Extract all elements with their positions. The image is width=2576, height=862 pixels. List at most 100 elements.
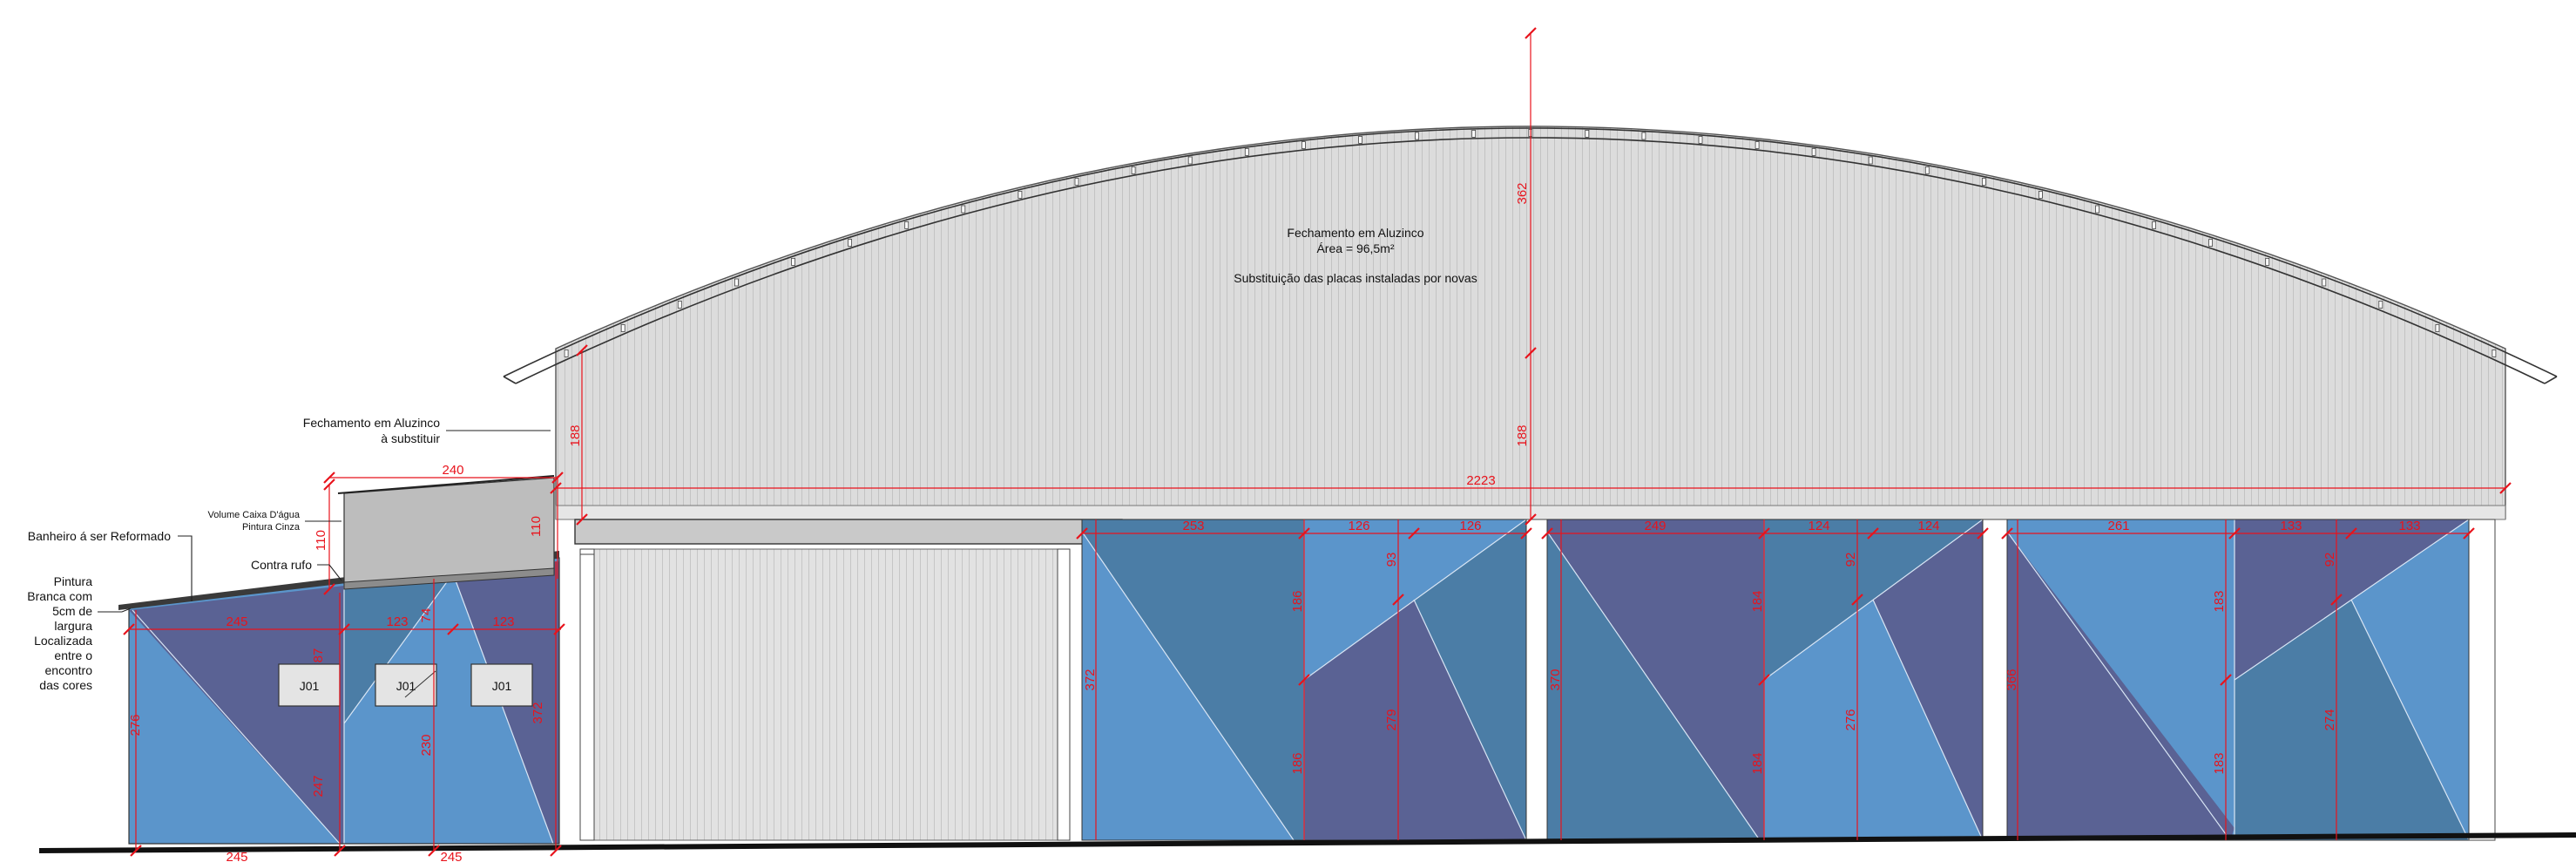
roof-purlin (848, 239, 852, 247)
roof-purlin (1018, 190, 1023, 199)
dim-bath-right: 372 (531, 702, 545, 723)
svg-text:Localizada: Localizada (34, 634, 92, 648)
dim-arch-height: 362 (1515, 182, 1530, 204)
dim-p3-w1: 261 (2107, 519, 2129, 533)
dim-p2-w1: 249 (1644, 519, 1666, 533)
dim-p3-bot: 183 (2212, 752, 2227, 774)
dim-bath-seg1: 245 (226, 614, 247, 629)
roof-purlin (2435, 324, 2440, 332)
roof-purlin (677, 300, 682, 309)
roof-purlin (620, 324, 625, 332)
ground-line (38, 832, 2576, 853)
dim-bath-lower: 247 (311, 775, 326, 797)
roof-purlin (904, 221, 909, 229)
note-main-area: Área = 96,5m² (1316, 241, 1394, 255)
note-stripe: Pintura Branca com 5cm de largura Locali… (27, 574, 92, 692)
svg-text:Branca com: Branca com (27, 589, 92, 603)
svg-text:J01: J01 (396, 679, 416, 693)
dim-tank-h-left: 110 (314, 530, 328, 551)
roof-purlin (1924, 166, 1930, 174)
dim-p1-w3: 126 (1459, 519, 1481, 533)
svg-text:largura: largura (54, 619, 92, 633)
dim-bath-height-left: 276 (128, 714, 143, 736)
roof-purlin (2152, 221, 2157, 229)
note-main-note: Substituição das placas instaladas por n… (1234, 271, 1477, 285)
column-3 (2468, 519, 2496, 841)
roof-purlins (564, 129, 2497, 357)
svg-text:Pintura: Pintura (54, 574, 93, 588)
roof-purlin (1302, 141, 1306, 149)
dim-p3-top: 183 (2212, 590, 2227, 612)
roof-purlin (2265, 257, 2270, 266)
note-water-tank-2: Pintura Cinza (242, 522, 301, 533)
roof-purlin (1358, 135, 1362, 144)
roof-purlin (1641, 132, 1646, 140)
roof-end-right (2544, 376, 2558, 384)
dim-p2-mid: 276 (1843, 709, 1858, 730)
door-lintel (574, 519, 1123, 545)
door-post-right (1057, 548, 1071, 841)
column-2 (1982, 519, 2008, 841)
svg-text:das cores: das cores (39, 678, 92, 692)
dim-tank-h-right: 110 (529, 516, 544, 537)
roof-purlin (1585, 129, 1590, 138)
window-j01-3: J01 (470, 663, 533, 707)
dim-p2-w2: 124 (1808, 519, 1829, 533)
roof-purlin (1868, 156, 1873, 165)
dim-p1-small: 93 (1384, 553, 1399, 567)
svg-text:entre o: entre o (54, 648, 92, 662)
dim-p2-top: 184 (1750, 590, 1765, 612)
dim-p3-w3: 133 (2398, 519, 2420, 533)
door-panel (579, 548, 1058, 841)
dim-bath-bottom-2: 245 (440, 850, 462, 862)
column-1 (1525, 519, 1548, 841)
svg-text:J01: J01 (300, 679, 320, 693)
roof-purlin (2322, 278, 2327, 287)
window-j01-1: J01 (278, 663, 341, 707)
dim-tank-width: 240 (442, 463, 463, 478)
window-j01-2: J01 (375, 663, 437, 707)
dim-wall-center: 188 (1515, 424, 1530, 446)
dim-bath-top-b: 87 (311, 648, 326, 663)
dim-p2-w3: 124 (1917, 519, 1939, 533)
dim-p3-w2: 133 (2280, 519, 2302, 533)
dim-p1-bot: 186 (1290, 752, 1305, 774)
svg-text:encontro: encontro (45, 663, 93, 677)
roof-purlin (2378, 300, 2383, 309)
roof-purlin (1415, 132, 1419, 140)
roof-purlin (1755, 141, 1760, 149)
dim-p1-w1: 253 (1182, 519, 1204, 533)
dim-bath-seg3: 123 (492, 614, 514, 629)
note-water-tank-1: Volume Caixa D'água (208, 510, 301, 520)
dimension-lines (123, 27, 2512, 857)
dim-p3-small: 92 (2322, 553, 2337, 567)
roof-purlin (1981, 178, 1986, 186)
note-bathroom: Banheiro á ser Reformado (28, 529, 171, 543)
dim-bath-height-mid: 230 (419, 734, 434, 756)
roof-purlin (1244, 147, 1249, 156)
flashing (343, 567, 555, 590)
roof-purlin (2491, 349, 2497, 357)
note-main-title: Fechamento em Aluzinco (1287, 226, 1423, 240)
dim-p3-mid: 274 (2322, 709, 2337, 730)
roof-purlin (1074, 178, 1079, 186)
roof-purlin (791, 257, 795, 266)
roof-purlin (1698, 135, 1703, 144)
roof-end-left (503, 376, 517, 384)
note-left-closure-1: Fechamento em Aluzinco (303, 416, 440, 430)
svg-text:5cm de: 5cm de (52, 604, 92, 618)
dim-bath-seg2: 123 (386, 614, 408, 629)
dim-total-width: 2223 (1466, 473, 1495, 488)
roof-purlin (2208, 239, 2214, 247)
roof-purlin (1131, 166, 1136, 174)
dim-p2-bot: 184 (1750, 752, 1765, 774)
roof-purlin (734, 278, 739, 287)
roof-purlin (1471, 129, 1477, 138)
dim-bath-bottom-1: 245 (226, 850, 247, 862)
dim-p1-h: 372 (1083, 669, 1098, 690)
note-flashing: Contra rufo (251, 558, 312, 572)
water-tank-volume (343, 477, 555, 587)
roof-purlin (961, 205, 966, 214)
dim-p2-h: 370 (1548, 669, 1563, 690)
